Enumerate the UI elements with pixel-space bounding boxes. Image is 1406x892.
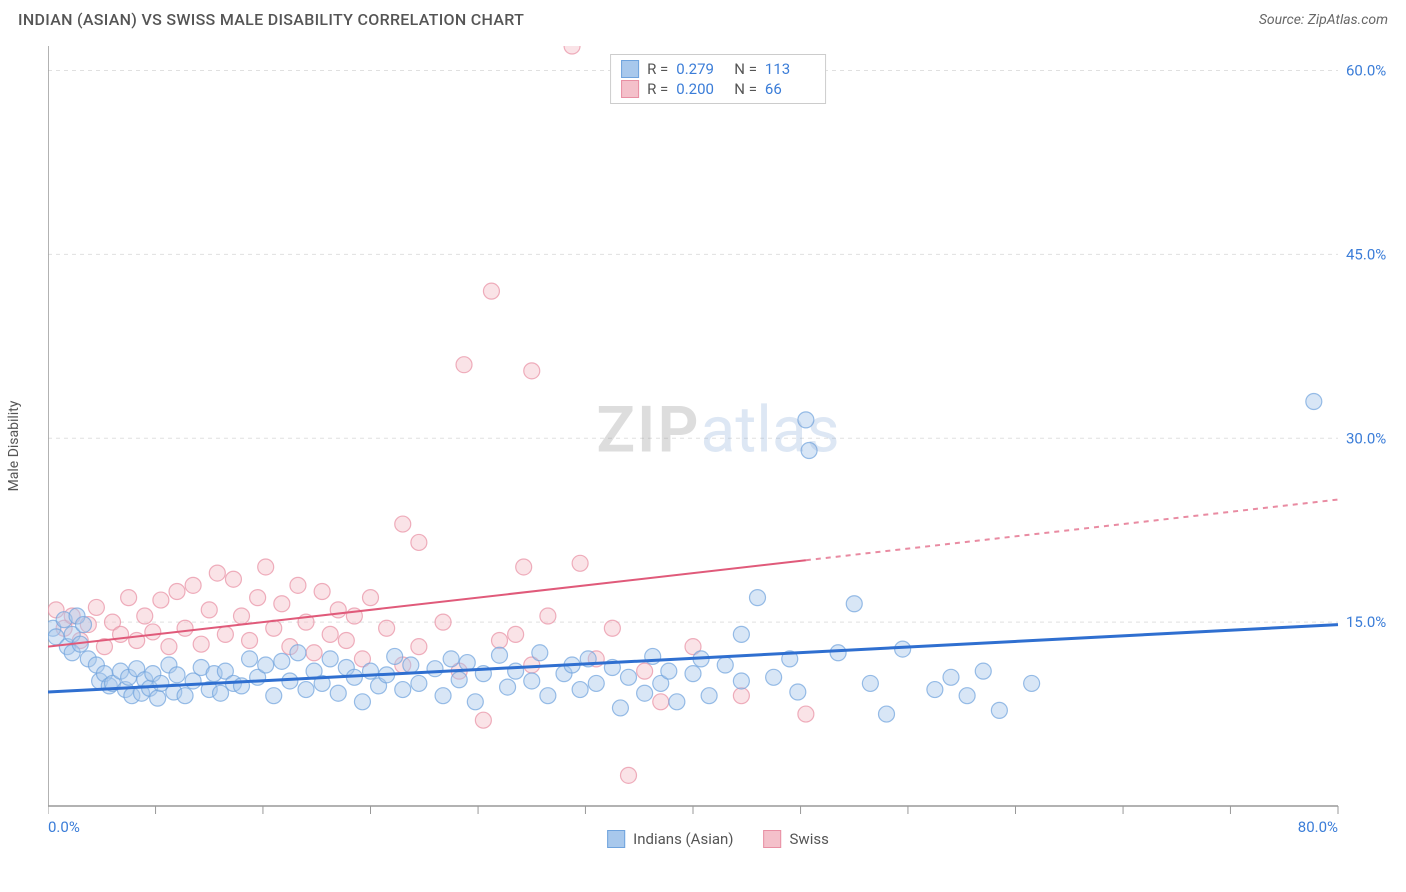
chart-title: INDIAN (ASIAN) VS SWISS MALE DISABILITY … xyxy=(18,10,524,29)
legend-row-swiss: R =0.200 N =66 xyxy=(621,79,815,99)
legend-item-swiss: Swiss xyxy=(764,830,829,848)
y-axis-label: Male Disability xyxy=(6,401,22,492)
svg-text:15.0%: 15.0% xyxy=(1346,613,1386,631)
swatch-swiss-icon xyxy=(764,830,782,848)
series-legend: Indians (Asian) Swiss xyxy=(607,830,829,848)
svg-text:60.0%: 60.0% xyxy=(1346,62,1386,80)
chart-container: Male Disability ZIPatlas 15.0%30.0%45.0%… xyxy=(48,46,1388,846)
svg-text:0.0%: 0.0% xyxy=(48,818,80,836)
legend-item-indians: Indians (Asian) xyxy=(607,830,733,848)
swatch-swiss xyxy=(621,80,639,98)
svg-text:30.0%: 30.0% xyxy=(1346,429,1386,447)
scatter-chart: 15.0% 30.0% 45.0% 60.0% 0.0% 80.0% xyxy=(48,46,1388,846)
legend-row-indians: R =0.279 N =113 xyxy=(621,59,815,79)
svg-text:80.0%: 80.0% xyxy=(1298,818,1338,836)
source-label: Source: ZipAtlas.com xyxy=(1259,12,1388,28)
svg-text:45.0%: 45.0% xyxy=(1346,245,1386,263)
swatch-indians xyxy=(621,60,639,78)
correlation-legend: R =0.279 N =113 R =0.200 N =66 xyxy=(610,54,826,104)
swatch-indians-icon xyxy=(607,830,625,848)
